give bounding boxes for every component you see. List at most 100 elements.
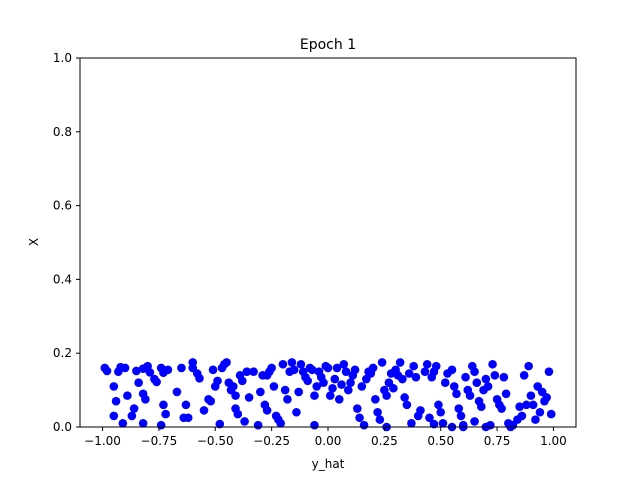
data-point — [389, 383, 398, 393]
chart-title: Epoch 1 — [300, 37, 356, 53]
data-point — [199, 406, 209, 415]
data-point — [447, 365, 457, 375]
data-point — [310, 391, 319, 400]
data-point — [524, 361, 533, 371]
data-point — [229, 382, 238, 391]
data-point — [123, 391, 132, 400]
data-point — [375, 415, 385, 424]
data-point — [177, 363, 186, 373]
data-point — [465, 391, 475, 400]
data-point — [339, 359, 349, 369]
data-point — [343, 385, 353, 395]
data-point — [350, 365, 360, 375]
data-point — [118, 419, 128, 428]
data-point — [526, 391, 536, 400]
data-point — [163, 365, 173, 375]
data-point — [129, 404, 139, 413]
data-point — [438, 419, 448, 428]
data-point — [497, 404, 506, 413]
data-point — [416, 406, 425, 415]
data-point — [195, 373, 204, 383]
data-points — [100, 358, 556, 432]
data-point — [472, 378, 482, 388]
x-tick-label: 0.50 — [427, 434, 454, 448]
data-point — [377, 358, 387, 367]
data-point — [278, 359, 288, 369]
data-point — [233, 409, 243, 419]
data-point — [145, 368, 155, 377]
data-point — [470, 367, 479, 376]
x-tick-label: −1.00 — [84, 434, 121, 448]
data-point — [382, 391, 391, 400]
data-point — [294, 387, 303, 397]
data-point — [156, 420, 166, 430]
data-point — [152, 377, 161, 387]
x-tick-label: −0.25 — [253, 434, 290, 448]
data-point — [319, 378, 328, 388]
x-tick-label: 0.00 — [315, 434, 342, 448]
data-point — [134, 378, 143, 388]
data-point — [371, 395, 380, 404]
data-point — [276, 419, 285, 428]
data-point — [436, 407, 446, 417]
y-tick-label: 1.0 — [53, 51, 72, 65]
data-point — [138, 419, 148, 428]
data-point — [501, 389, 511, 399]
data-point — [425, 413, 434, 423]
data-point — [213, 376, 222, 386]
data-point — [141, 395, 150, 404]
data-point — [296, 359, 306, 369]
data-point — [132, 366, 141, 376]
data-point — [402, 400, 412, 410]
data-point — [109, 411, 119, 421]
data-point — [181, 400, 191, 410]
data-point — [330, 374, 340, 384]
data-point — [528, 400, 538, 410]
y-tick-label: 0.8 — [53, 125, 72, 139]
data-point — [353, 404, 362, 413]
data-point — [323, 363, 333, 373]
data-point — [238, 376, 247, 386]
data-point — [542, 393, 551, 402]
data-point — [346, 378, 355, 388]
data-point — [420, 367, 430, 376]
data-point — [409, 361, 418, 371]
x-axis-label: y_hat — [312, 457, 345, 471]
data-point — [325, 391, 335, 400]
data-point — [519, 371, 529, 380]
data-point — [434, 400, 443, 410]
data-point — [522, 400, 531, 410]
x-tick-label: 0.75 — [484, 434, 511, 448]
data-point — [161, 409, 170, 419]
data-point — [289, 365, 299, 375]
data-point — [208, 365, 218, 375]
data-point — [328, 383, 337, 393]
data-point — [517, 411, 527, 421]
y-tick-label: 0.2 — [53, 346, 72, 360]
data-point — [341, 367, 351, 376]
data-point — [111, 396, 121, 406]
data-point — [355, 413, 364, 423]
data-point — [470, 417, 479, 426]
x-tick-label: −0.75 — [141, 434, 178, 448]
data-point — [303, 376, 313, 386]
data-point — [490, 371, 500, 380]
data-point — [449, 382, 459, 391]
data-point — [242, 367, 252, 376]
data-point — [280, 385, 290, 395]
data-point — [404, 369, 414, 378]
data-point — [332, 363, 342, 373]
data-point — [310, 420, 319, 430]
data-point — [244, 393, 254, 402]
data-point — [488, 359, 497, 369]
data-point — [240, 417, 249, 426]
y-tick-label: 0.0 — [53, 420, 72, 434]
y-axis: 0.0 0.2 0.4 0.6 0.8 1.0 — [53, 51, 80, 434]
data-point — [127, 411, 137, 421]
data-point — [253, 420, 263, 430]
data-point — [373, 407, 382, 417]
data-point — [483, 382, 493, 391]
data-point — [546, 409, 556, 419]
